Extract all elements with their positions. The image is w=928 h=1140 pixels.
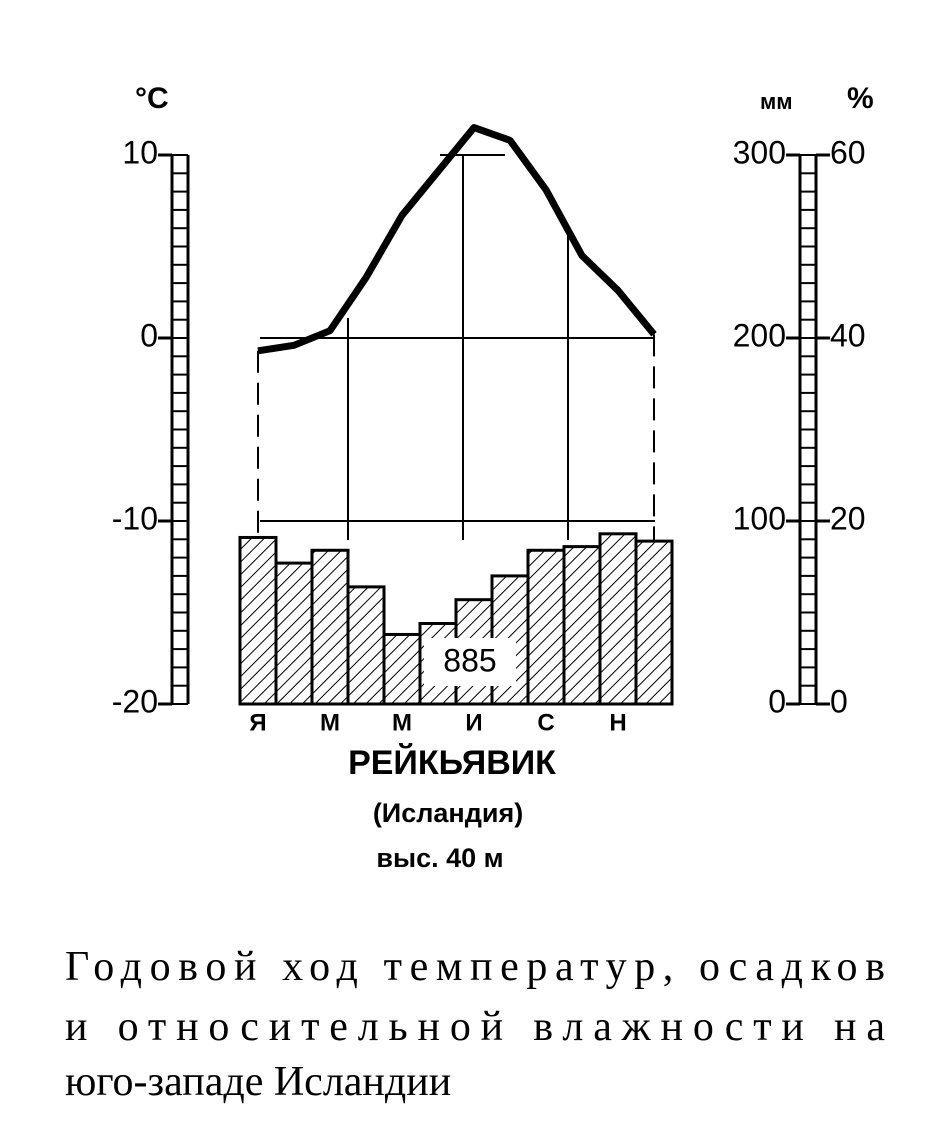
x-tick-label: Н <box>609 709 626 736</box>
bar <box>346 585 386 706</box>
bar <box>634 539 674 706</box>
y2-tick-label: 100 <box>733 500 786 536</box>
total-box <box>424 638 516 686</box>
y3-tick-label: 40 <box>830 317 866 353</box>
country: (Исландия) <box>373 798 523 828</box>
y3-tick-label: 20 <box>830 500 866 536</box>
temperature-line <box>257 124 657 355</box>
y3-tick-label: 60 <box>830 134 866 170</box>
y2-tick-label: 0 <box>768 683 786 719</box>
bar <box>526 548 566 706</box>
total-label: 885 <box>443 642 496 678</box>
y-tick-label: -10 <box>112 500 158 536</box>
x-tick-label: Я <box>249 709 266 736</box>
caption-line: и относительной влажности на <box>65 1004 885 1050</box>
station-name: РЕЙКЬЯВИК <box>348 743 556 782</box>
bar <box>274 561 314 706</box>
bar <box>310 548 350 706</box>
bar <box>562 545 602 706</box>
bar <box>382 632 422 706</box>
x-tick-label: И <box>465 709 482 736</box>
y2-axis-unit: мм <box>760 89 793 114</box>
bar <box>238 535 278 706</box>
x-tick-label: М <box>392 709 412 736</box>
caption-line: юго-западе Исландии <box>65 1059 451 1105</box>
y3-axis-unit: % <box>847 82 874 115</box>
y-tick-label: 10 <box>122 134 158 170</box>
x-tick-label: С <box>537 709 554 736</box>
y2-tick-label: 200 <box>733 317 786 353</box>
bar <box>598 532 638 706</box>
y3-tick-label: 0 <box>830 683 848 719</box>
y2-tick-label: 300 <box>733 134 786 170</box>
y-tick-label: 0 <box>140 317 158 353</box>
caption-line: Годовой ход температур, осадков <box>65 944 885 990</box>
x-tick-label: М <box>320 709 340 736</box>
elevation: выс. 40 м <box>376 843 503 873</box>
y-axis-unit: °C <box>135 82 169 115</box>
y-tick-label: -20 <box>112 683 158 719</box>
